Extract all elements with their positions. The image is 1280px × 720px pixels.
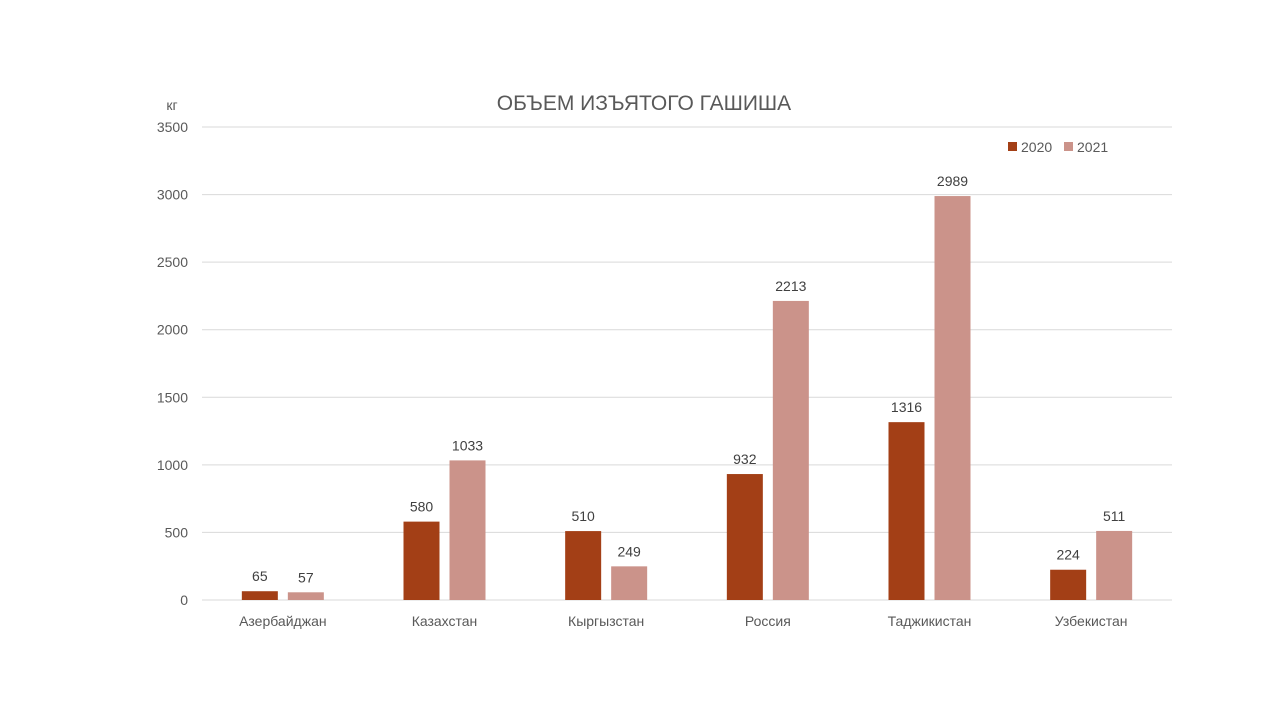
- legend-swatch: [1064, 142, 1073, 151]
- x-category-label: Азербайджан: [239, 613, 327, 629]
- data-label: 511: [1103, 508, 1126, 524]
- bar-2021-5: [934, 196, 971, 601]
- bar-2021-2: [449, 460, 486, 600]
- bars: [241, 196, 1133, 601]
- x-category-label: Казахстан: [412, 613, 478, 629]
- y-tick-label: 1000: [157, 457, 188, 473]
- bar-2020-5: [888, 422, 925, 600]
- data-label: 249: [617, 543, 641, 559]
- bar-2021-3: [611, 566, 648, 600]
- bar-2021-1: [287, 592, 324, 600]
- y-tick-label: 3500: [157, 119, 188, 135]
- data-label: 57: [298, 569, 314, 585]
- data-label: 224: [1056, 547, 1080, 563]
- data-label: 580: [410, 499, 434, 515]
- data-labels: 65 57 580 1033 510 249 932 2213 1316 2989 224 511: [252, 173, 1125, 585]
- x-category-label: Кыргызстан: [568, 613, 644, 629]
- legend: 2020 2021: [1008, 139, 1108, 155]
- bar-2020-3: [565, 531, 602, 600]
- x-category-label: Россия: [745, 613, 791, 629]
- data-label: 1033: [452, 437, 483, 453]
- x-axis-categories: Азербайджан Казахстан Кыргызстан Россия Тадж…: [239, 613, 1127, 629]
- y-tick-label: 3000: [157, 187, 188, 203]
- y-tick-label: 2000: [157, 322, 188, 338]
- legend-entry: 2020: [1021, 139, 1052, 155]
- data-label: 2989: [937, 173, 968, 189]
- legend-swatch: [1008, 142, 1017, 151]
- data-label: 1316: [891, 399, 922, 415]
- bar-2020-4: [726, 474, 763, 600]
- bar-2021-4: [772, 300, 809, 600]
- y-tick-label: 500: [165, 524, 189, 540]
- data-label: 510: [571, 508, 595, 524]
- data-label: 932: [733, 451, 757, 467]
- gridlines: [202, 126, 1172, 601]
- y-tick-label: 1500: [157, 389, 188, 405]
- chart-title: ОБЪЕМ ИЗЪЯТОГО ГАШИША: [497, 92, 791, 115]
- bar-2020-1: [241, 591, 278, 600]
- bar-2020-6: [1050, 569, 1087, 600]
- bar-2021-6: [1096, 530, 1133, 600]
- y-axis-unit-label: кг: [166, 97, 177, 113]
- legend-entry: 2021: [1077, 139, 1108, 155]
- bar-2020-2: [403, 521, 440, 600]
- data-label: 2213: [775, 278, 806, 294]
- x-category-label: Таджикистан: [888, 613, 972, 629]
- x-category-label: Узбекистан: [1055, 613, 1128, 629]
- y-tick-label: 0: [180, 592, 188, 608]
- y-tick-label: 2500: [157, 254, 188, 270]
- data-label: 65: [252, 568, 268, 584]
- y-axis-ticks: 0 500 1000 1500 2000 2500 3000 3500: [157, 119, 188, 608]
